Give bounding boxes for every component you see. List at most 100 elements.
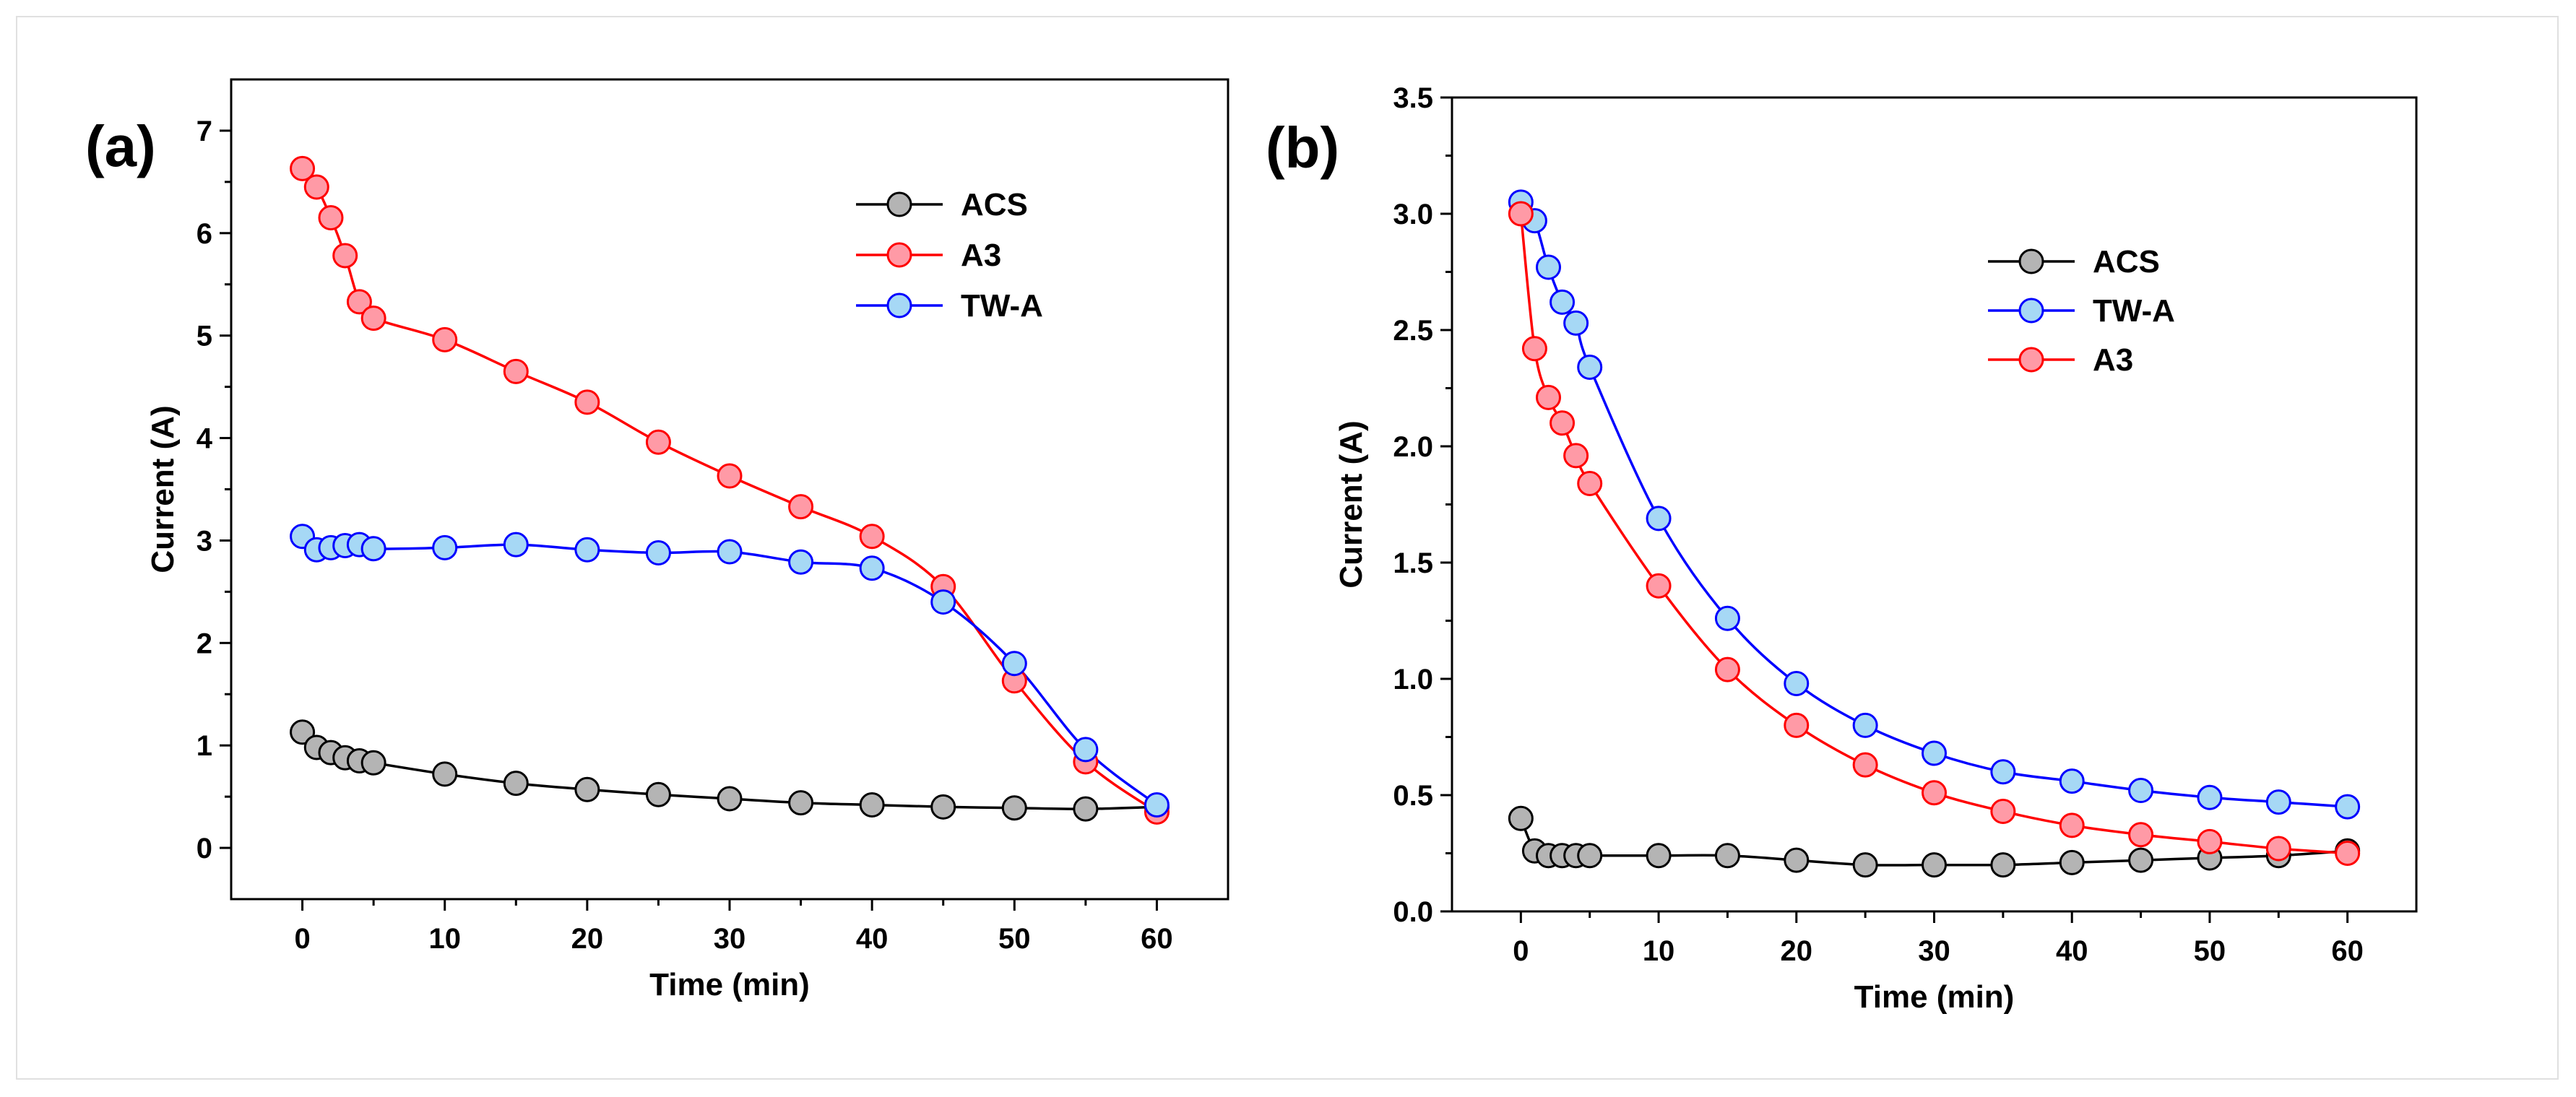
y-tick-label: 5 xyxy=(196,321,212,352)
data-point-tw-a xyxy=(1144,792,1170,818)
data-point-a3 xyxy=(1521,336,1547,362)
data-point-acs xyxy=(290,719,316,745)
x-tick-label: 0 xyxy=(1513,935,1529,967)
x-tick-label: 40 xyxy=(2056,935,2088,967)
x-tick-label: 10 xyxy=(428,923,461,955)
x-tick-label: 40 xyxy=(856,923,889,955)
series-line-tw-a xyxy=(1519,201,2348,808)
data-point-acs xyxy=(788,790,814,816)
x-tick-label: 30 xyxy=(714,923,746,955)
data-point-a3 xyxy=(1563,443,1589,469)
data-point-a3 xyxy=(1646,573,1672,599)
chart-panel-a: (a) 0 10 20 30 40 50 60 0 1 2 3 4 5 6 7 Time (min) Curren… xyxy=(85,78,1229,1002)
legend-marker xyxy=(2018,347,2044,373)
x-tick-label: 60 xyxy=(2331,935,2364,967)
data-point-a3 xyxy=(2059,812,2085,838)
legend-label: ACS xyxy=(961,187,1028,222)
y-tick-label: 1 xyxy=(196,730,212,762)
data-point-a3 xyxy=(318,205,344,231)
legend-marker xyxy=(886,191,912,217)
x-tick-label: 50 xyxy=(2194,935,2226,967)
data-point-acs xyxy=(1073,796,1099,822)
y-tick-label: 3 xyxy=(196,525,212,557)
legend-marker xyxy=(886,292,912,318)
data-point-tw-a xyxy=(1784,670,1810,696)
data-point-tw-a xyxy=(574,537,600,563)
data-point-acs xyxy=(930,794,956,820)
data-point-a3 xyxy=(1852,752,1878,778)
data-point-acs xyxy=(1577,843,1603,869)
y-tick-label: 2.0 xyxy=(1393,431,1433,463)
data-point-acs xyxy=(503,771,529,797)
data-point-a3 xyxy=(503,358,529,384)
x-tick-label: 30 xyxy=(1918,935,1950,967)
data-point-tw-a xyxy=(1714,605,1740,631)
data-point-tw-a xyxy=(1563,310,1589,336)
data-point-a3 xyxy=(2335,841,2361,866)
data-point-tw-a xyxy=(1577,355,1603,381)
data-point-a3 xyxy=(332,243,358,269)
data-point-a3 xyxy=(303,174,329,200)
data-point-acs xyxy=(1852,852,1878,878)
legend-label: A3 xyxy=(961,238,1001,273)
y-tick-label: 0.0 xyxy=(1393,896,1433,928)
data-point-acs xyxy=(2128,847,2154,873)
x-tick-label: 60 xyxy=(1141,923,1173,955)
data-point-tw-a xyxy=(645,539,671,565)
data-point-tw-a xyxy=(503,532,529,558)
data-point-a3 xyxy=(1508,201,1534,227)
series-line-a3 xyxy=(301,168,1158,813)
legend-label: A3 xyxy=(2093,342,2133,378)
legend-label: ACS xyxy=(2093,244,2160,279)
data-point-a3 xyxy=(717,463,743,489)
data-point-a3 xyxy=(346,289,372,315)
y-tick-label: 1.5 xyxy=(1393,547,1433,579)
y-tick-label: 1.0 xyxy=(1393,664,1433,695)
x-tick-label: 0 xyxy=(294,923,310,955)
data-point-a3 xyxy=(1536,384,1561,410)
data-point-tw-a xyxy=(1922,740,1947,766)
data-point-a3 xyxy=(788,494,814,520)
data-point-tw-a xyxy=(432,534,458,560)
y-tick-label: 3.0 xyxy=(1393,199,1433,230)
data-point-tw-a xyxy=(930,589,956,615)
data-point-a3 xyxy=(859,524,885,550)
x-tick-label: 10 xyxy=(1643,935,1675,967)
data-point-acs xyxy=(1508,805,1534,831)
legend-marker xyxy=(2018,298,2044,324)
x-tick-label: 20 xyxy=(571,923,604,955)
y-tick-label: 2 xyxy=(196,628,212,659)
data-point-acs xyxy=(717,786,743,812)
data-point-a3 xyxy=(1550,410,1576,436)
legend-marker xyxy=(2018,248,2044,274)
y-axis-title: Current (A) xyxy=(145,405,181,573)
data-point-tw-a xyxy=(1852,712,1878,738)
data-point-a3 xyxy=(290,155,316,181)
data-point-acs xyxy=(645,781,671,807)
data-point-tw-a xyxy=(360,536,386,562)
y-axis-title: Current (A) xyxy=(1334,420,1369,588)
data-point-a3 xyxy=(1577,471,1603,497)
data-point-a3 xyxy=(2128,822,2154,848)
x-axis-title: Time (min) xyxy=(649,967,810,1002)
data-point-acs xyxy=(1990,852,2016,878)
data-point-tw-a xyxy=(1550,289,1576,315)
data-point-tw-a xyxy=(1536,254,1561,280)
data-point-a3 xyxy=(2197,828,2223,854)
data-point-tw-a xyxy=(2335,794,2361,820)
data-point-tw-a xyxy=(717,539,743,565)
panel-label: (b) xyxy=(1266,116,1339,180)
data-point-acs xyxy=(432,761,458,787)
data-point-acs xyxy=(1714,843,1740,869)
data-point-a3 xyxy=(574,389,600,415)
x-axis-title: Time (min) xyxy=(1854,979,2015,1015)
data-point-a3 xyxy=(432,326,458,352)
chart-panel-b: (b) 0 10 20 30 40 50 60 0.0 0.5 1.0 1.5 2.0 2.5 3.0 3.5… xyxy=(1266,82,2418,1015)
data-point-tw-a xyxy=(788,549,814,575)
data-point-tw-a xyxy=(1646,506,1672,532)
legend: ACS A3 TW-A xyxy=(856,187,1043,324)
data-point-a3 xyxy=(1784,712,1810,738)
data-point-acs xyxy=(859,792,885,818)
data-point-a3 xyxy=(360,305,386,331)
